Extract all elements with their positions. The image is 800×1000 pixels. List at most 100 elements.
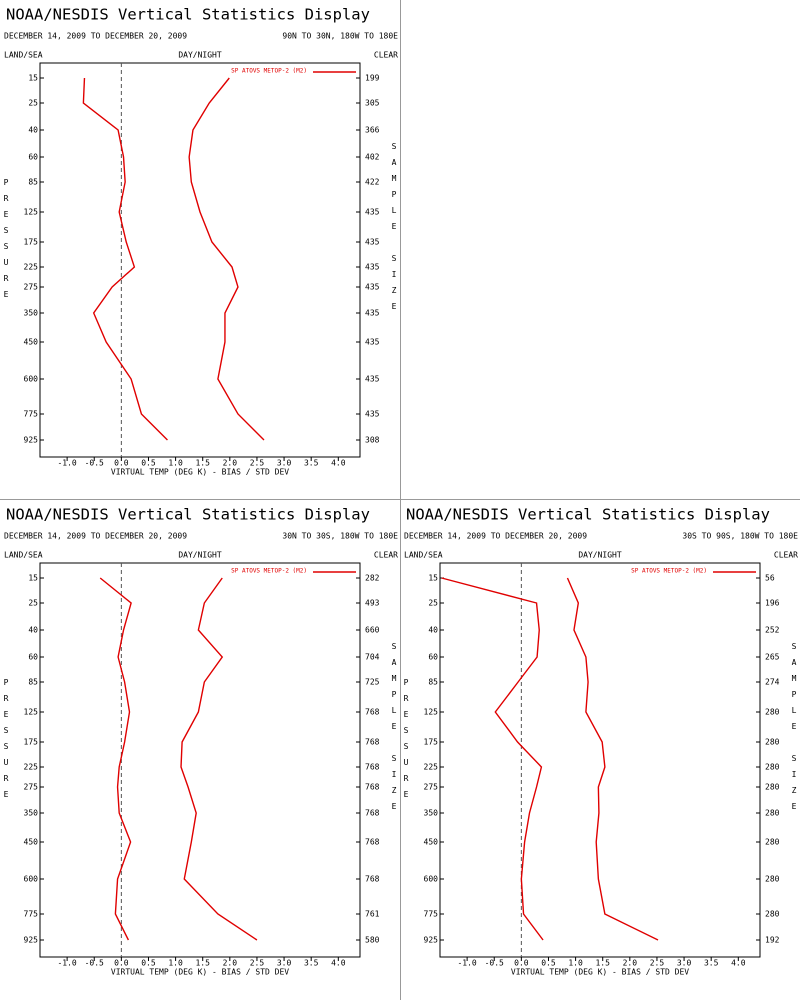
sample-size: 580 [365, 936, 380, 945]
sample-size: 435 [365, 238, 380, 247]
x-axis-label: VIRTUAL TEMP (DEG K) - BIAS / STD DEV [111, 468, 289, 477]
x-tick-label: -0.5 [485, 959, 504, 968]
y-tick-label: 25 [28, 599, 38, 608]
sample-size: 435 [365, 208, 380, 217]
y-tick-label: 600 [24, 875, 39, 884]
x-tick-label: 2.5 [650, 959, 665, 968]
header-right: CLEAR [374, 51, 398, 60]
y-axis-label: PRESSURE [2, 678, 11, 806]
x-tick-label: 1.5 [595, 959, 610, 968]
sample-size: 660 [365, 626, 380, 635]
y-tick-label: 125 [24, 708, 39, 717]
header-left: LAND/SEA [4, 551, 43, 560]
x-tick-label: 0.5 [141, 459, 156, 468]
y-tick-label: 125 [424, 708, 439, 717]
sample-size: 56 [765, 574, 775, 583]
plot-frame [439, 562, 761, 958]
chart-title: NOAA/NESDIS Vertical Statistics Display [6, 506, 370, 524]
x-tick-label: 3.0 [277, 959, 292, 968]
x-tick-label: 1.0 [168, 959, 183, 968]
header-center: DAY/NIGHT [178, 551, 222, 560]
y-tick-label: 40 [428, 626, 438, 635]
sample-size: 768 [365, 783, 380, 792]
y-tick-label: 225 [424, 763, 439, 772]
x-tick-label: 2.5 [250, 459, 265, 468]
header-left: LAND/SEA [4, 51, 43, 60]
panel: NOAA/NESDIS Vertical Statistics Display D… [2, 506, 399, 977]
plot-frame [39, 562, 361, 958]
sample-size: 280 [765, 838, 780, 847]
x-tick-label: -1.0 [57, 459, 76, 468]
y-tick-label: 15 [428, 574, 438, 583]
x-tick-label: -1.0 [457, 959, 476, 968]
y-tick-label: 450 [24, 838, 39, 847]
std-dev-line [180, 577, 258, 941]
y-tick-label: 350 [24, 809, 39, 818]
sample-size: 252 [765, 626, 780, 635]
y-tick-label: 450 [24, 338, 39, 347]
chart-title: NOAA/NESDIS Vertical Statistics Display [406, 506, 770, 524]
region: 90N TO 30N, 180W TO 180E [282, 32, 398, 41]
y-tick-label: 60 [428, 653, 438, 662]
x-tick-label: 2.0 [623, 959, 638, 968]
panel: NOAA/NESDIS Vertical Statistics Display D… [402, 506, 799, 977]
sample-size: 761 [365, 910, 380, 919]
x-tick-label: 0.0 [114, 959, 129, 968]
x-tick-label: 1.5 [195, 459, 210, 468]
x-tick-label: -0.5 [85, 459, 104, 468]
y-tick-label: 275 [424, 783, 439, 792]
y-tick-label: 40 [28, 626, 38, 635]
sample-size: 402 [365, 153, 380, 162]
sample-size: 192 [765, 936, 780, 945]
sample-size: 280 [765, 875, 780, 884]
sample-size: 274 [765, 678, 780, 687]
x-axis-label: VIRTUAL TEMP (DEG K) - BIAS / STD DEV [111, 968, 289, 977]
sample-size: 768 [365, 875, 380, 884]
header-right: CLEAR [374, 551, 398, 560]
x-tick-label: 0.0 [114, 459, 129, 468]
legend-label: SP ATOVS METOP-2 (M2) [631, 568, 707, 575]
y2-axis-label: SAMPLE SIZE [390, 642, 399, 818]
chart-title: NOAA/NESDIS Vertical Statistics Display [6, 6, 370, 24]
x-tick-label: 1.5 [195, 959, 210, 968]
x-tick-label: 2.0 [223, 459, 238, 468]
y-tick-label: 25 [428, 599, 438, 608]
sample-size: 435 [365, 309, 380, 318]
y-tick-label: 60 [28, 153, 38, 162]
sample-size: 704 [365, 653, 380, 662]
legend-label: SP ATOVS METOP-2 (M2) [231, 68, 307, 75]
y-tick-label: 775 [24, 410, 39, 419]
region: 30N TO 30S, 180W TO 180E [282, 532, 398, 541]
x-tick-label: 4.0 [731, 959, 746, 968]
x-axis-label: VIRTUAL TEMP (DEG K) - BIAS / STD DEV [511, 968, 689, 977]
panel: NOAA/NESDIS Vertical Statistics Display D… [2, 6, 399, 477]
sample-size: 308 [365, 436, 380, 445]
y-tick-label: 275 [24, 783, 39, 792]
y-tick-label: 40 [28, 126, 38, 135]
sample-size: 305 [365, 99, 380, 108]
sample-size: 280 [765, 708, 780, 717]
y-tick-label: 600 [424, 875, 439, 884]
sample-size: 422 [365, 178, 380, 187]
legend-label: SP ATOVS METOP-2 (M2) [231, 568, 307, 575]
sample-size: 265 [765, 653, 780, 662]
x-tick-label: 3.5 [704, 959, 719, 968]
sample-size: 435 [365, 338, 380, 347]
date-range: DECEMBER 14, 2009 TO DECEMBER 20, 2009 [4, 532, 187, 541]
sample-size: 435 [365, 263, 380, 272]
x-tick-label: 0.5 [141, 959, 156, 968]
sample-size: 280 [765, 910, 780, 919]
sample-size: 280 [765, 738, 780, 747]
y-tick-label: 175 [24, 738, 39, 747]
bias-line [82, 77, 168, 441]
sample-size: 280 [765, 763, 780, 772]
sample-size: 199 [365, 74, 380, 83]
y-tick-label: 450 [424, 838, 439, 847]
sample-size: 493 [365, 599, 380, 608]
x-tick-label: 2.0 [223, 959, 238, 968]
y-tick-label: 15 [28, 574, 38, 583]
x-tick-label: 0.5 [541, 959, 556, 968]
sample-size: 366 [365, 126, 380, 135]
sample-size: 435 [365, 283, 380, 292]
y2-axis-label: SAMPLE SIZE [790, 642, 799, 818]
